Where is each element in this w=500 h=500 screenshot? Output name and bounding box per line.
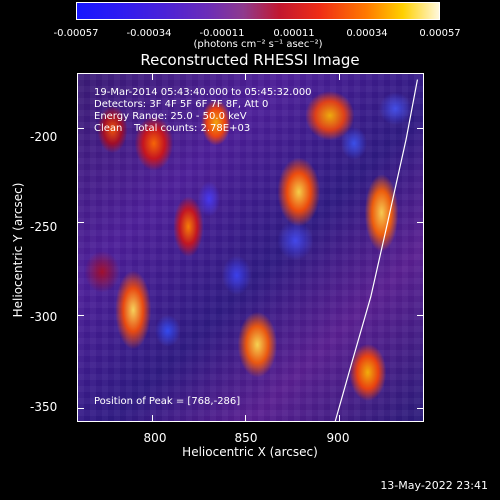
x-tick-label-900: 900 bbox=[326, 431, 350, 445]
x-axis-label: Heliocentric X (arcsec) bbox=[182, 445, 318, 459]
x-tick-bottom-900 bbox=[339, 415, 341, 422]
y-tick-label--300: -300 bbox=[30, 310, 58, 324]
y-tick-left--250 bbox=[77, 221, 84, 223]
colorbar-tick-label-6: 0.00057 bbox=[419, 28, 461, 39]
clean-annotation: Clean bbox=[94, 123, 123, 134]
colorbar-tick-label-1: -0.00057 bbox=[53, 28, 99, 39]
x-tick-bottom-800 bbox=[151, 415, 153, 422]
detectors-annotation: Detectors: 3F 4F 5F 6F 7F 8F, Att 0 bbox=[94, 99, 269, 110]
x-tick-bottom-850 bbox=[245, 415, 247, 422]
heatmap-plot: 19-Mar-2014 05:43:40.000 to 05:45:32.000… bbox=[77, 73, 424, 422]
y-tick-right--350 bbox=[417, 408, 424, 410]
x-tick-top-900 bbox=[339, 73, 341, 80]
peak-position-annotation: Position of Peak = [768,-286] bbox=[94, 396, 241, 407]
y-axis-label: Heliocentric Y (arcsec) bbox=[11, 182, 25, 318]
y-tick-label--350: -350 bbox=[30, 400, 58, 414]
solar-limb-curve bbox=[334, 79, 419, 421]
y-tick-label--200: -200 bbox=[30, 130, 58, 144]
time-range-annotation: 19-Mar-2014 05:43:40.000 to 05:45:32.000 bbox=[94, 87, 312, 98]
colorbar-tick-label-2: -0.00034 bbox=[126, 28, 172, 39]
y-tick-right--250 bbox=[417, 221, 424, 223]
y-tick-left--350 bbox=[77, 408, 84, 410]
x-tick-label-800: 800 bbox=[143, 431, 167, 445]
x-tick-top-800 bbox=[151, 73, 153, 80]
colorbar-tick-label-5: 0.00034 bbox=[346, 28, 388, 39]
colorbar-tick-label-4: 0.00011 bbox=[273, 28, 315, 39]
x-tick-top-850 bbox=[245, 73, 247, 80]
energy-range-annotation: Energy Range: 25.0 - 50.0 keV bbox=[94, 111, 247, 122]
y-tick-left--200 bbox=[77, 128, 84, 130]
total-counts-annotation: Total counts: 2.78E+03 bbox=[134, 123, 251, 134]
footer-date: 13-May-2022 23:41 bbox=[380, 479, 488, 492]
plot-overlay bbox=[334, 79, 419, 421]
colorbar-tick-label-3: -0.00011 bbox=[199, 28, 245, 39]
colorbar bbox=[76, 2, 440, 20]
chart-title: Reconstructed RHESSI Image bbox=[140, 51, 360, 69]
y-tick-left--300 bbox=[77, 315, 84, 317]
colorbar-unit-label: (photons cm⁻² s⁻¹ asec⁻²) bbox=[193, 39, 323, 50]
y-tick-label--250: -250 bbox=[30, 220, 58, 234]
y-tick-right--300 bbox=[417, 315, 424, 317]
x-tick-label-850: 850 bbox=[234, 431, 258, 445]
y-tick-right--200 bbox=[417, 128, 424, 130]
